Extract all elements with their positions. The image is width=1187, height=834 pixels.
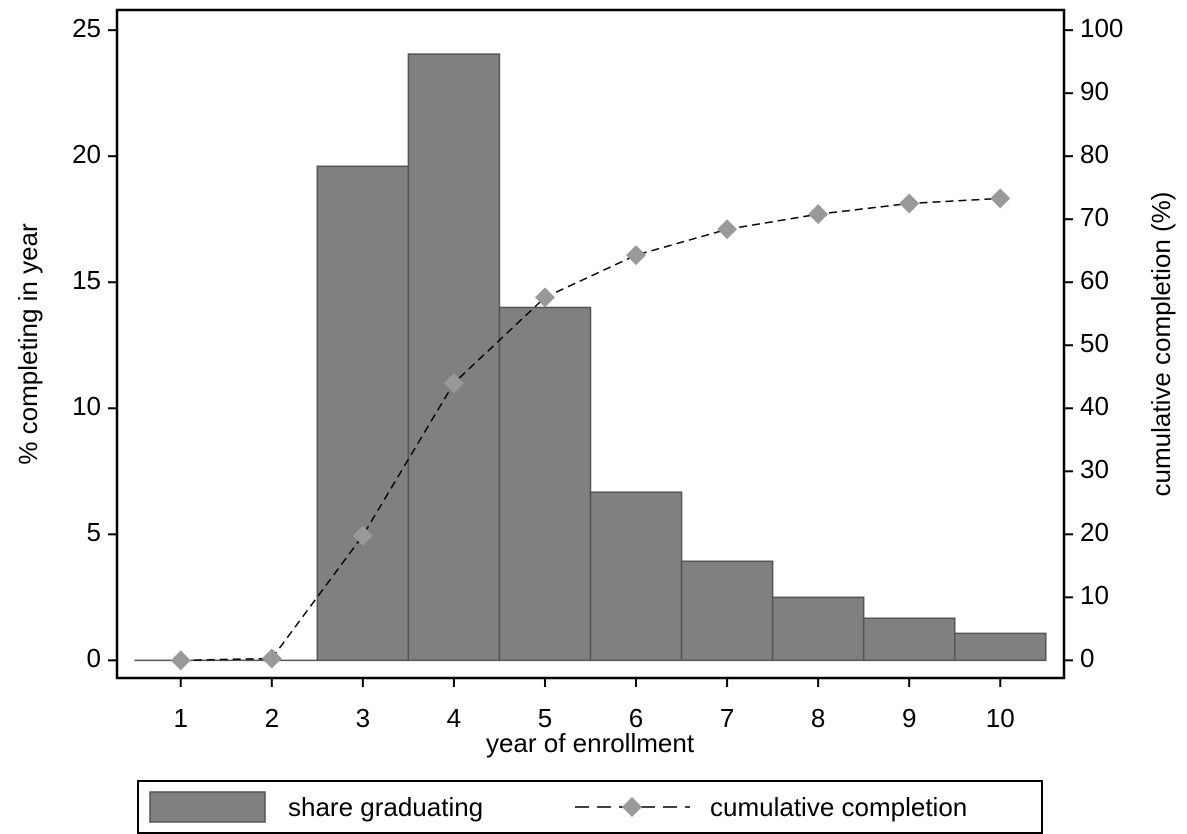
y2-tick-label: 70 bbox=[1080, 202, 1109, 232]
y2-tick-label: 30 bbox=[1080, 454, 1109, 484]
legend-box bbox=[137, 780, 1043, 834]
x-tick-label: 5 bbox=[538, 703, 552, 733]
x-tick-label: 3 bbox=[356, 703, 370, 733]
bar bbox=[953, 632, 1047, 662]
y2-tick-label: 10 bbox=[1080, 580, 1109, 610]
bar bbox=[498, 306, 592, 662]
y-tick-label: 15 bbox=[72, 265, 101, 295]
legend-swatch bbox=[149, 791, 266, 823]
y2-tick-label: 100 bbox=[1080, 13, 1123, 43]
bar bbox=[680, 560, 774, 662]
x-tick-label: 8 bbox=[811, 703, 825, 733]
plot-frame bbox=[115, 8, 1066, 680]
marker bbox=[626, 245, 647, 266]
y-axis-title: % completing in year bbox=[13, 223, 43, 465]
x-tick-label: 4 bbox=[447, 703, 461, 733]
marker bbox=[808, 204, 829, 225]
bar bbox=[407, 53, 501, 662]
marker bbox=[261, 648, 282, 669]
legend-label: share graduating bbox=[288, 792, 483, 822]
y2-tick-label: 60 bbox=[1080, 265, 1109, 295]
y-tick-label: 5 bbox=[87, 517, 101, 547]
x-tick-label: 1 bbox=[174, 703, 188, 733]
y-tick-label: 20 bbox=[72, 139, 101, 169]
marker bbox=[443, 373, 464, 394]
y2-tick-label: 80 bbox=[1080, 139, 1109, 169]
legend-label: cumulative completion bbox=[710, 792, 967, 822]
marker bbox=[899, 193, 920, 214]
bar bbox=[589, 491, 683, 662]
marker bbox=[990, 188, 1011, 209]
x-tick-label: 9 bbox=[902, 703, 916, 733]
y2-axis-title: cumulative completion (%) bbox=[1146, 192, 1176, 497]
legend-marker bbox=[622, 797, 642, 817]
y2-tick-label: 20 bbox=[1080, 517, 1109, 547]
marker bbox=[352, 525, 373, 546]
y2-tick-label: 90 bbox=[1080, 76, 1109, 106]
x-tick-label: 10 bbox=[986, 703, 1015, 733]
y-tick-label: 25 bbox=[72, 13, 101, 43]
marker bbox=[717, 219, 738, 240]
bar bbox=[316, 165, 410, 662]
y2-tick-label: 40 bbox=[1080, 391, 1109, 421]
y2-tick-label: 0 bbox=[1080, 643, 1094, 673]
bar bbox=[862, 617, 956, 662]
x-tick-label: 6 bbox=[629, 703, 643, 733]
x-tick-label: 2 bbox=[265, 703, 279, 733]
marker bbox=[170, 650, 191, 671]
y-tick-label: 10 bbox=[72, 391, 101, 421]
marker bbox=[534, 287, 555, 308]
y-tick-label: 0 bbox=[87, 643, 101, 673]
x-tick-label: 7 bbox=[720, 703, 734, 733]
bar bbox=[771, 596, 865, 662]
y2-tick-label: 50 bbox=[1080, 328, 1109, 358]
x-axis-title: year of enrollment bbox=[486, 728, 695, 758]
